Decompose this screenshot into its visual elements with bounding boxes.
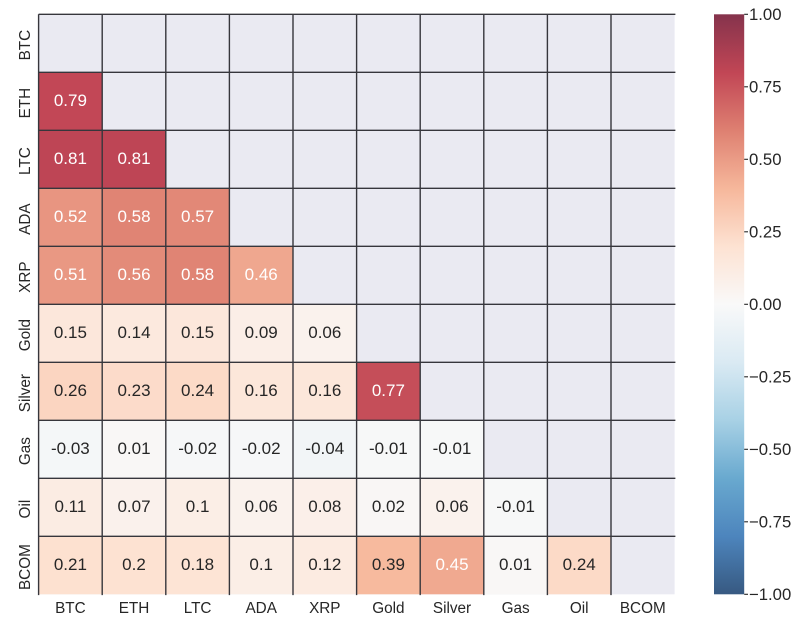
svg-text:0.56: 0.56 — [117, 265, 150, 284]
svg-text:0.58: 0.58 — [117, 207, 150, 226]
svg-text:0.14: 0.14 — [117, 323, 150, 342]
svg-text:Gold: Gold — [17, 319, 34, 351]
svg-text:0.51: 0.51 — [54, 265, 87, 284]
svg-text:-0.01: -0.01 — [496, 497, 535, 516]
svg-text:0.45: 0.45 — [435, 555, 468, 574]
svg-text:0.06: 0.06 — [245, 497, 278, 516]
svg-text:-0.04: -0.04 — [305, 439, 344, 458]
svg-text:BCOM: BCOM — [17, 544, 34, 590]
svg-text:0.18: 0.18 — [181, 555, 214, 574]
svg-text:0.39: 0.39 — [372, 555, 405, 574]
svg-text:ETH: ETH — [119, 600, 150, 617]
svg-text:BTC: BTC — [55, 600, 86, 617]
svg-text:0.77: 0.77 — [372, 381, 405, 400]
svg-text:0.52: 0.52 — [54, 207, 87, 226]
svg-text:0.07: 0.07 — [117, 497, 150, 516]
svg-text:Gas: Gas — [17, 437, 34, 465]
svg-text:-0.02: -0.02 — [178, 439, 217, 458]
svg-text:0.81: 0.81 — [54, 149, 87, 168]
svg-text:Gas: Gas — [502, 600, 530, 617]
svg-text:0.02: 0.02 — [372, 497, 405, 516]
svg-text:0.57: 0.57 — [181, 207, 214, 226]
svg-text:ADA: ADA — [245, 600, 277, 617]
svg-text:Oil: Oil — [17, 500, 34, 519]
svg-text:Gold: Gold — [372, 600, 404, 617]
svg-text:BCOM: BCOM — [620, 600, 666, 617]
svg-text:ADA: ADA — [17, 203, 34, 235]
svg-text:0.01: 0.01 — [117, 439, 150, 458]
svg-text:Silver: Silver — [17, 374, 34, 412]
svg-text:0.00: 0.00 — [749, 295, 781, 314]
svg-text:0.25: 0.25 — [749, 223, 781, 242]
svg-text:0.23: 0.23 — [117, 381, 150, 400]
svg-text:0.75: 0.75 — [749, 78, 781, 97]
svg-text:−1.00: −1.00 — [749, 585, 791, 604]
svg-text:Oil: Oil — [570, 600, 589, 617]
svg-text:0.15: 0.15 — [54, 323, 87, 342]
svg-text:BTC: BTC — [17, 30, 34, 61]
svg-text:0.08: 0.08 — [308, 497, 341, 516]
svg-text:-0.01: -0.01 — [369, 439, 408, 458]
svg-text:−0.50: −0.50 — [749, 440, 791, 459]
svg-text:-0.03: -0.03 — [51, 439, 90, 458]
svg-text:ETH: ETH — [17, 88, 34, 119]
svg-text:0.46: 0.46 — [245, 265, 278, 284]
svg-text:−0.25: −0.25 — [749, 368, 791, 387]
svg-text:0.24: 0.24 — [181, 381, 214, 400]
svg-text:LTC: LTC — [184, 600, 212, 617]
svg-text:0.16: 0.16 — [308, 381, 341, 400]
svg-text:XRP: XRP — [309, 600, 340, 617]
svg-text:0.2: 0.2 — [122, 555, 146, 574]
svg-text:0.09: 0.09 — [245, 323, 278, 342]
svg-text:0.79: 0.79 — [54, 91, 87, 110]
svg-text:0.15: 0.15 — [181, 323, 214, 342]
svg-text:0.21: 0.21 — [54, 555, 87, 574]
svg-text:0.81: 0.81 — [117, 149, 150, 168]
svg-text:LTC: LTC — [17, 147, 34, 175]
svg-text:−0.75: −0.75 — [749, 513, 791, 532]
svg-text:Silver: Silver — [433, 600, 471, 617]
svg-text:0.16: 0.16 — [245, 381, 278, 400]
svg-text:0.01: 0.01 — [499, 555, 532, 574]
svg-text:0.1: 0.1 — [186, 497, 210, 516]
svg-text:0.26: 0.26 — [54, 381, 87, 400]
svg-text:0.11: 0.11 — [54, 497, 86, 516]
svg-text:-0.02: -0.02 — [242, 439, 281, 458]
svg-text:0.58: 0.58 — [181, 265, 214, 284]
svg-text:0.06: 0.06 — [435, 497, 468, 516]
svg-text:0.24: 0.24 — [563, 555, 596, 574]
svg-text:0.12: 0.12 — [308, 555, 341, 574]
svg-text:0.06: 0.06 — [308, 323, 341, 342]
svg-text:1.00: 1.00 — [749, 5, 781, 24]
svg-text:0.50: 0.50 — [749, 150, 781, 169]
svg-text:0.1: 0.1 — [249, 555, 273, 574]
svg-text:-0.01: -0.01 — [433, 439, 472, 458]
svg-text:XRP: XRP — [17, 261, 34, 292]
